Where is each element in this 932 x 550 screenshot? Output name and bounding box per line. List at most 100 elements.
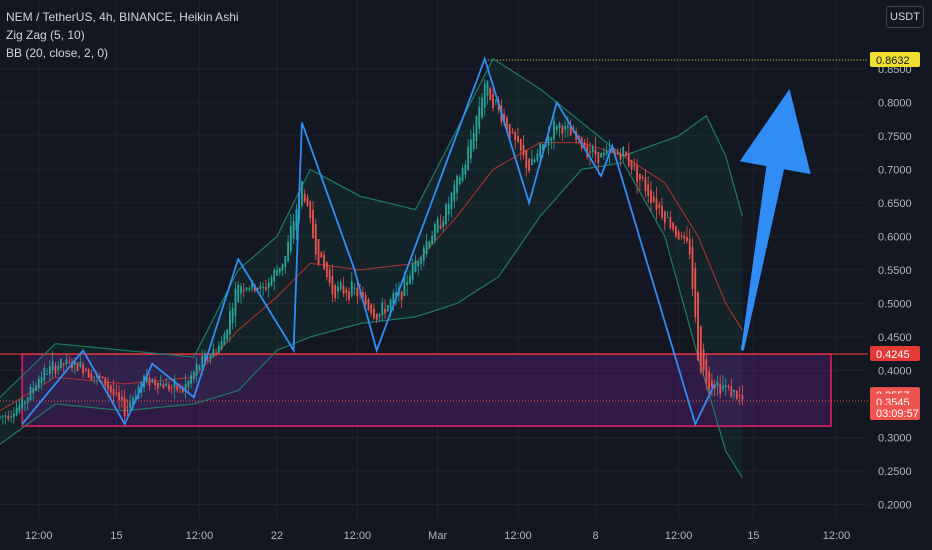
candle-body [0, 416, 1, 418]
symbol-title[interactable]: NEM / TetherUS, 4h, BINANCE, Heikin Ashi [6, 10, 239, 24]
candle-body [708, 371, 711, 390]
candle-body [605, 150, 608, 155]
candle-body [339, 282, 342, 289]
candle-body [267, 282, 270, 289]
candle-body [331, 276, 334, 294]
candle-body [18, 404, 21, 412]
candle-body [378, 313, 381, 317]
candle-body [716, 382, 719, 387]
candle-body [184, 383, 187, 390]
candle-body [674, 226, 677, 237]
candle-body [733, 389, 735, 392]
candle-body [713, 383, 716, 389]
candle-body [741, 395, 744, 400]
candle-body [638, 173, 641, 180]
candle-body [361, 292, 364, 298]
candle-body [101, 376, 104, 379]
candle-body [467, 147, 470, 170]
candle-body [475, 116, 478, 141]
candle-body [240, 286, 242, 294]
candle-body [345, 289, 348, 294]
candle-body [57, 366, 60, 370]
candle-body [364, 294, 367, 305]
y-tick-label: 0.4000 [878, 365, 912, 377]
candle-body [428, 241, 431, 248]
candle-body [456, 175, 458, 193]
candle-body [29, 386, 32, 401]
candle-body [483, 83, 486, 108]
x-tick-label: 12:00 [186, 530, 214, 542]
candle-body [21, 399, 24, 409]
zigzag-indicator-line [21, 55, 716, 427]
zigzag-indicator-label[interactable]: Zig Zag (5, 10) [6, 28, 85, 42]
up-arrow-annotation [739, 89, 811, 351]
candle-body [453, 184, 456, 201]
candle-body [370, 304, 373, 314]
candle-body [314, 223, 317, 255]
candle-body [256, 287, 259, 291]
candle-body [118, 392, 121, 401]
x-tick-label: 12:00 [25, 530, 53, 542]
y-tick-label: 0.3000 [878, 432, 912, 444]
candle-body [98, 375, 101, 378]
candle-body [600, 153, 602, 158]
candle-body [90, 373, 93, 380]
candle-body [40, 377, 43, 384]
support-zone-rect [21, 353, 832, 427]
y-tick-label: 0.7500 [878, 131, 912, 143]
candle-body [270, 277, 273, 286]
candle-body [65, 359, 68, 365]
candle-body [727, 386, 730, 388]
candle-body [162, 384, 165, 389]
x-tick-label: 15 [110, 530, 122, 542]
candle-body [539, 143, 542, 157]
candle-body [644, 177, 647, 191]
candle-body [87, 369, 90, 378]
candle-body [179, 386, 181, 388]
candle-body [627, 153, 630, 166]
y-tick-label: 0.6000 [878, 231, 912, 243]
candle-body [176, 383, 179, 391]
candle-body [187, 380, 190, 387]
candle-body [276, 269, 278, 276]
candle-body [328, 269, 331, 283]
candle-body [295, 208, 298, 230]
candle-body [583, 142, 586, 149]
candle-body [561, 125, 564, 134]
currency-button[interactable]: USDT [886, 6, 924, 28]
candle-body [461, 168, 464, 181]
candle-body [616, 152, 619, 155]
candle-body [265, 287, 267, 290]
candle-body [395, 292, 398, 299]
candle-body [15, 407, 18, 416]
candle-body [201, 355, 204, 368]
candle-body [630, 159, 633, 170]
candle-body [470, 139, 472, 159]
candle-body [245, 287, 248, 291]
candle-body [348, 291, 350, 300]
y-tick-label: 0.5000 [878, 298, 912, 310]
candle-body [533, 159, 536, 162]
x-tick-label: 22 [271, 530, 283, 542]
candle-body [403, 274, 406, 296]
candle-body [414, 260, 417, 272]
candle-body [680, 235, 683, 237]
candle-body [655, 198, 658, 210]
price-label-text: 0.8632 [876, 55, 910, 67]
candle-body [669, 217, 672, 228]
candle-body [259, 285, 262, 289]
candle-body [464, 164, 467, 175]
candle-body [647, 184, 650, 196]
candle-body [666, 217, 669, 219]
candle-body [661, 206, 663, 218]
candle-body [237, 284, 240, 303]
candle-body [132, 397, 134, 405]
candle-body [658, 204, 661, 208]
price-label-bg [870, 52, 920, 67]
candle-body [738, 394, 741, 396]
bb-indicator-label[interactable]: BB (20, close, 2, 0) [6, 46, 109, 60]
candle-body [148, 377, 151, 386]
x-tick-label: 12:00 [665, 530, 693, 542]
candle-body [436, 218, 439, 233]
